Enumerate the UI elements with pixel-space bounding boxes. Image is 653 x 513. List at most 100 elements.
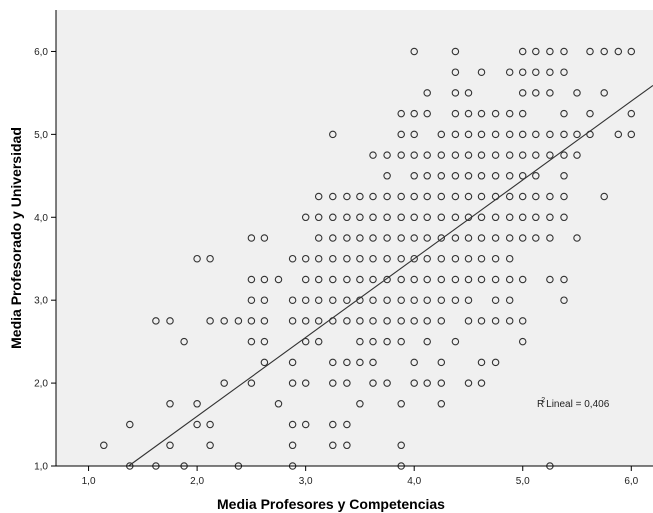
data-point (627, 130, 636, 139)
data-point (423, 151, 431, 159)
data-point (206, 254, 214, 263)
data-point (491, 151, 500, 159)
data-point (532, 47, 540, 56)
data-point (437, 296, 446, 304)
data-point (288, 379, 297, 387)
data-point (423, 275, 431, 284)
data-point (397, 234, 405, 242)
data-point (166, 400, 174, 408)
data-point (546, 130, 554, 139)
data-point (518, 130, 527, 139)
data-point (397, 192, 405, 201)
data-point (437, 130, 446, 139)
data-point (383, 234, 391, 242)
data-point (437, 213, 446, 222)
data-point (356, 234, 364, 242)
data-point (464, 234, 473, 242)
data-point (477, 213, 486, 222)
data-point (505, 130, 514, 139)
data-point (247, 275, 256, 284)
data-point (369, 192, 377, 201)
data-point (314, 296, 323, 304)
data-point (369, 379, 377, 387)
data-point (451, 47, 460, 56)
data-point (288, 296, 297, 304)
data-point (423, 317, 431, 325)
data-point (532, 234, 540, 242)
data-point (397, 296, 405, 304)
data-point (464, 89, 473, 97)
data-point (491, 275, 500, 284)
data-point (193, 254, 201, 263)
data-point (383, 296, 391, 304)
x-tick-label: 2,0 (190, 476, 204, 487)
data-point (397, 254, 405, 263)
data-point (560, 130, 568, 139)
data-point (451, 151, 460, 159)
data-point (100, 441, 108, 450)
data-point (397, 109, 405, 118)
data-point (464, 151, 473, 159)
data-point (274, 400, 283, 408)
data-point (329, 296, 337, 304)
data-point (423, 296, 431, 304)
data-point (600, 47, 608, 56)
data-point (423, 379, 431, 387)
data-point (546, 213, 554, 222)
data-point (410, 379, 418, 387)
data-point (397, 337, 405, 346)
data-point (477, 151, 486, 159)
data-point (288, 317, 297, 325)
data-point (301, 213, 310, 222)
data-point (423, 234, 431, 242)
y-tick-label: 4,0 (34, 213, 48, 224)
data-point (477, 192, 486, 201)
fit-line (128, 84, 653, 467)
data-point (260, 275, 269, 284)
data-point (451, 192, 460, 201)
data-point (383, 192, 391, 201)
data-point (532, 130, 540, 139)
data-point (600, 89, 608, 97)
data-point (397, 213, 405, 222)
data-point (329, 130, 337, 139)
data-point (329, 420, 337, 429)
data-point (397, 441, 405, 450)
data-point (560, 47, 568, 56)
data-point (383, 213, 391, 222)
data-point (369, 275, 377, 284)
data-point (356, 400, 364, 408)
data-point (383, 151, 391, 159)
data-point (410, 317, 418, 325)
data-point (464, 317, 473, 325)
data-point (343, 358, 351, 367)
data-point (477, 109, 486, 118)
data-point (260, 234, 269, 242)
data-point (423, 337, 431, 346)
data-point (410, 109, 418, 118)
data-point (220, 317, 228, 325)
data-point (464, 296, 473, 304)
y-tick-label: 6,0 (34, 47, 48, 58)
data-point (491, 130, 500, 139)
data-point (627, 109, 636, 118)
data-point (451, 109, 460, 118)
data-point (491, 213, 500, 222)
x-axis-title: Media Profesores y Competencias (217, 496, 445, 512)
data-point (464, 254, 473, 263)
data-point (166, 317, 174, 325)
data-point (560, 151, 568, 159)
data-point (532, 172, 540, 180)
data-point (505, 234, 514, 242)
data-point (180, 337, 188, 346)
data-point (356, 296, 364, 304)
data-point (518, 213, 527, 222)
data-point (356, 275, 364, 284)
data-point (518, 68, 527, 76)
data-point (423, 109, 431, 118)
data-point (329, 192, 337, 201)
data-point (437, 254, 446, 263)
data-point (505, 254, 514, 263)
data-point (329, 358, 337, 367)
data-point (532, 151, 540, 159)
